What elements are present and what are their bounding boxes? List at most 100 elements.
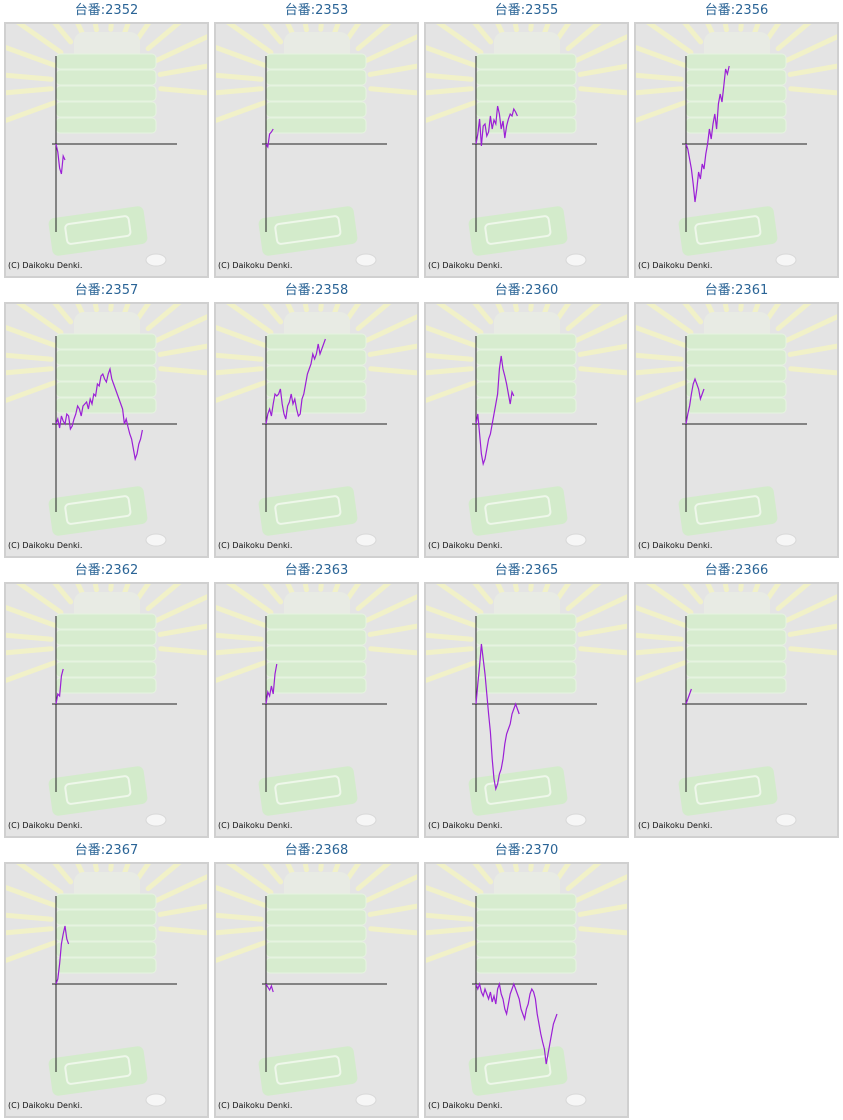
background-trays: [678, 592, 797, 827]
machine-card: 台番:2368 (C) Daikoku Denki.: [214, 842, 419, 1120]
graph-frame[interactable]: (C) Daikoku Denki.: [214, 22, 419, 278]
background-trays: [468, 312, 587, 547]
machine-card: 台番:2358 (C) Daikoku Denki.: [214, 282, 419, 560]
machine-card: 台番:2361 (C) Daikoku Denki.: [634, 282, 839, 560]
machine-number-link[interactable]: 台番:2365: [494, 563, 559, 578]
graph-frame[interactable]: (C) Daikoku Denki.: [4, 582, 209, 838]
copyright-text: (C) Daikoku Denki.: [218, 261, 293, 270]
graph-frame[interactable]: (C) Daikoku Denki.: [424, 22, 629, 278]
slump-graph: [6, 584, 207, 827]
machine-number-link[interactable]: 台番:2361: [704, 283, 769, 298]
graph-frame[interactable]: (C) Daikoku Denki.: [4, 862, 209, 1118]
graph-frame[interactable]: (C) Daikoku Denki.: [214, 862, 419, 1118]
machine-number-link[interactable]: 台番:2370: [494, 843, 559, 858]
slump-line: [265, 338, 326, 425]
copyright-text: (C) Daikoku Denki.: [8, 821, 83, 830]
graph-frame[interactable]: (C) Daikoku Denki.: [634, 22, 839, 278]
copyright-text: (C) Daikoku Denki.: [428, 821, 503, 830]
background-rays: [216, 304, 417, 404]
slump-line: [685, 65, 730, 203]
copyright-text: (C) Daikoku Denki.: [8, 1101, 83, 1110]
slump-graph: [636, 584, 837, 827]
copyright-text: (C) Daikoku Denki.: [638, 541, 713, 550]
copyright-text: (C) Daikoku Denki.: [638, 821, 713, 830]
machine-card: 台番:2363 (C) Daikoku Denki.: [214, 562, 419, 840]
background-trays: [468, 872, 587, 1107]
slump-line: [55, 366, 143, 462]
copyright-text: (C) Daikoku Denki.: [428, 261, 503, 270]
slump-line: [265, 663, 278, 705]
background-trays: [48, 312, 167, 547]
machine-number-link[interactable]: 台番:2352: [74, 3, 139, 18]
graph-frame[interactable]: (C) Daikoku Denki.: [634, 582, 839, 838]
slump-line: [475, 643, 520, 792]
background-trays: [678, 32, 797, 267]
graph-frame[interactable]: (C) Daikoku Denki.: [424, 582, 629, 838]
slump-graph: [216, 304, 417, 547]
background-rays: [6, 24, 207, 124]
background-trays: [258, 592, 377, 827]
background-rays: [426, 24, 627, 124]
slump-line: [475, 105, 518, 147]
background-rays: [636, 304, 837, 404]
background-rays: [216, 864, 417, 964]
machine-card: 台番:2366 (C) Daikoku Denki.: [634, 562, 839, 840]
slump-line: [685, 377, 705, 425]
background-rays: [216, 584, 417, 684]
graph-frame[interactable]: (C) Daikoku Denki.: [214, 582, 419, 838]
slump-graph: [6, 24, 207, 267]
background-rays: [6, 584, 207, 684]
machine-number-link[interactable]: 台番:2353: [284, 3, 349, 18]
slump-line: [265, 128, 274, 149]
slump-graph: [216, 24, 417, 267]
slump-graph: [6, 304, 207, 547]
machine-card: 台番:2356 (C) Daikoku Denki.: [634, 2, 839, 280]
machine-number-link[interactable]: 台番:2362: [74, 563, 139, 578]
machine-number-link[interactable]: 台番:2355: [494, 3, 559, 18]
graph-frame[interactable]: (C) Daikoku Denki.: [214, 302, 419, 558]
slump-graph: [216, 864, 417, 1107]
machine-card: 台番:2360 (C) Daikoku Denki.: [424, 282, 629, 560]
copyright-text: (C) Daikoku Denki.: [638, 261, 713, 270]
slump-graph: [216, 584, 417, 827]
graph-frame[interactable]: (C) Daikoku Denki.: [424, 862, 629, 1118]
slump-line: [685, 688, 692, 705]
machine-number-link[interactable]: 台番:2357: [74, 283, 139, 298]
machine-card: 台番:2357 (C) Daikoku Denki.: [4, 282, 209, 560]
graph-frame[interactable]: (C) Daikoku Denki.: [424, 302, 629, 558]
background-trays: [258, 32, 377, 267]
background-rays: [426, 304, 627, 404]
machine-card: 台番:2367 (C) Daikoku Denki.: [4, 842, 209, 1120]
machine-number-link[interactable]: 台番:2356: [704, 3, 769, 18]
background-trays: [48, 32, 167, 267]
background-rays: [6, 304, 207, 404]
slump-graph: [426, 864, 627, 1107]
slump-graph: [426, 584, 627, 827]
copyright-text: (C) Daikoku Denki.: [428, 1101, 503, 1110]
graph-frame[interactable]: (C) Daikoku Denki.: [634, 302, 839, 558]
slump-line: [475, 355, 515, 467]
graph-frame[interactable]: (C) Daikoku Denki.: [4, 302, 209, 558]
machine-number-link[interactable]: 台番:2366: [704, 563, 769, 578]
machine-number-link[interactable]: 台番:2358: [284, 283, 349, 298]
background-trays: [48, 592, 167, 827]
slump-graph: [636, 304, 837, 547]
slump-graph: [636, 24, 837, 267]
background-rays: [426, 864, 627, 964]
background-trays: [258, 872, 377, 1107]
machine-number-link[interactable]: 台番:2360: [494, 283, 559, 298]
background-rays: [636, 24, 837, 124]
slump-graph: [6, 864, 207, 1107]
slump-line: [55, 668, 64, 705]
machine-card: 台番:2370 (C) Daikoku Denki.: [424, 842, 629, 1120]
background-rays: [426, 584, 627, 684]
machine-number-link[interactable]: 台番:2368: [284, 843, 349, 858]
machine-number-link[interactable]: 台番:2367: [74, 843, 139, 858]
background-trays: [468, 32, 587, 267]
copyright-text: (C) Daikoku Denki.: [218, 821, 293, 830]
background-rays: [636, 584, 837, 684]
machine-number-link[interactable]: 台番:2363: [284, 563, 349, 578]
graph-frame[interactable]: (C) Daikoku Denki.: [4, 22, 209, 278]
machine-card: 台番:2353 (C) Daikoku Denki.: [214, 2, 419, 280]
slump-line: [55, 143, 66, 175]
